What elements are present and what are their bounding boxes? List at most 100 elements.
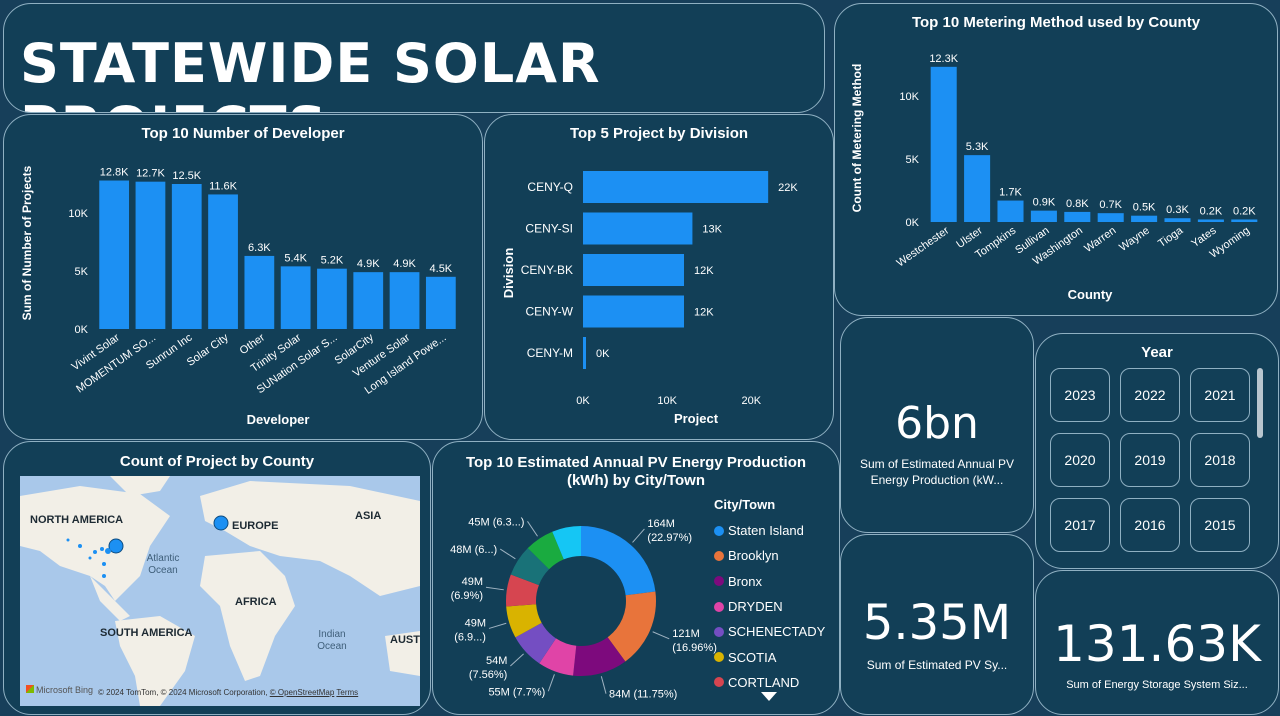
metering-chart-title: Top 10 Metering Method used by County — [911, 14, 1201, 31]
kpi-energy-label: Sum of Estimated Annual PV Energy Produc… — [859, 457, 1015, 487]
slice-data-label: 164M — [647, 518, 675, 530]
y-axis-title: Count of Metering Method — [850, 64, 864, 213]
kpi-pv-value: 5.35M — [862, 595, 1012, 651]
terms-link[interactable]: Terms — [336, 688, 359, 697]
bar — [244, 255, 275, 329]
x-tick-label: Tioga — [1156, 224, 1186, 250]
legend-item[interactable]: SCHENECTADY — [714, 619, 825, 644]
year-button-2020[interactable]: 2020 — [1050, 433, 1110, 487]
kpi-pv-card: 5.35M Sum of Estimated PV Sy... — [840, 534, 1034, 715]
slice-leader-line — [499, 548, 516, 560]
bar-data-label: 6.3K — [248, 242, 271, 254]
slice-data-label: (22.97%) — [647, 532, 692, 544]
y-tick-label: CENY-SI — [525, 222, 573, 236]
map-label-africa: AFRICA — [235, 596, 277, 608]
map-label-indian: Indian Ocean — [317, 629, 347, 652]
bar — [1164, 218, 1191, 222]
map-bubble — [105, 548, 111, 554]
year-button-2017[interactable]: 2017 — [1050, 498, 1110, 552]
legend-item[interactable]: Bronx — [714, 569, 825, 594]
year-button-2021[interactable]: 2021 — [1190, 368, 1250, 422]
bar — [1064, 211, 1091, 222]
y-tick-label: 10K — [899, 91, 919, 103]
map-label-asia: ASIA — [355, 510, 382, 522]
x-tick-label: 0K — [576, 395, 590, 407]
legend-label: SCOTIA — [728, 649, 777, 665]
bar — [1231, 219, 1258, 222]
south-america-land — [115, 616, 195, 706]
donut-slice — [539, 638, 577, 676]
world-map[interactable]: NORTH AMERICA EUROPE ASIA Atlantic Ocean… — [20, 476, 420, 706]
map-bubble — [102, 562, 106, 566]
map-copyright: © 2024 TomTom, © 2024 Microsoft Corporat… — [98, 688, 359, 697]
donut-slice — [515, 622, 556, 664]
title-card: STATEWIDE SOLAR PROJECTS — [3, 3, 825, 113]
donut-slice — [510, 548, 550, 586]
slice-data-label: (7.56%) — [469, 669, 508, 681]
legend-more-icon[interactable] — [761, 692, 777, 701]
x-tick-label: Warren — [1082, 225, 1118, 255]
map-bubble — [78, 544, 82, 548]
bar — [583, 212, 693, 245]
legend-dot-icon — [714, 652, 724, 663]
map-card-title: Count of Project by County — [119, 453, 315, 470]
legend-label: CORTLAND — [728, 674, 800, 690]
north-america-land — [20, 486, 170, 601]
donut-slice — [581, 526, 656, 596]
developer-chart-card[interactable]: Top 10 Number of Developer 0K 5K 10K 12.8K V… — [3, 114, 483, 440]
donut-chart-card[interactable]: Top 10 Estimated Annual PV Energy Produc… — [432, 441, 840, 715]
year-button-2018[interactable]: 2018 — [1190, 433, 1250, 487]
bar-data-label: 12.7K — [136, 168, 165, 180]
bing-icon — [26, 685, 34, 693]
year-slicer-card[interactable]: Year 2023 2022 2021 2020 2019 2018 2017 2016 201… — [1035, 333, 1279, 569]
bar — [964, 155, 991, 222]
x-tick-label: Wayne — [1117, 225, 1152, 254]
map-bubble — [66, 538, 70, 542]
bar-data-label: 12.5K — [172, 170, 201, 182]
division-bar-chart[interactable]: CENY-Q 22K CENY-SI 13K CENY-BK 12K CENY-W 12K CE… — [485, 115, 834, 440]
legend-item[interactable]: CORTLAND — [714, 670, 825, 695]
y-tick-label: CENY-W — [525, 305, 573, 319]
bar-data-label: 4.9K — [393, 258, 416, 270]
donut-chart[interactable]: 164M (22.97%) 121M (16.96%) 84M (11.75%) 55M … — [433, 442, 840, 715]
map-bubble — [100, 547, 104, 551]
page-title: STATEWIDE SOLAR PROJECTS — [20, 32, 601, 112]
division-chart-card[interactable]: Top 5 Project by Division CENY-Q 22K CENY-… — [484, 114, 834, 440]
osm-link[interactable]: © OpenStreetMap — [269, 688, 335, 697]
bar-data-label: 12K — [694, 265, 714, 277]
slice-data-label: 49M — [462, 576, 483, 588]
year-button-2019[interactable]: 2019 — [1120, 433, 1180, 487]
bar — [583, 171, 769, 203]
year-button-2015[interactable]: 2015 — [1190, 498, 1250, 552]
metering-bar-chart[interactable]: 0K5K10K12.3KWestchester5.3KUlster1.7KTom… — [835, 4, 1278, 316]
y-axis-title: Sum of Number of Projects — [20, 165, 34, 320]
slice-data-label: 121M — [672, 628, 700, 640]
map-label-south-america: SOUTH AMERICA — [100, 627, 193, 639]
bar-data-label: 12.8K — [100, 167, 129, 179]
slice-leader-line — [527, 521, 538, 537]
legend-item[interactable]: DRYDEN — [714, 594, 825, 619]
legend-label: Brooklyn — [728, 548, 779, 564]
metering-chart-card[interactable]: Top 10 Metering Method used by County 0K… — [834, 3, 1278, 316]
y-tick-label: 0K — [906, 217, 920, 229]
bar — [280, 266, 311, 329]
year-button-2022[interactable]: 2022 — [1120, 368, 1180, 422]
bar-data-label: 1.7K — [999, 187, 1022, 199]
map-label-aust: AUST — [390, 634, 420, 646]
year-button-2016[interactable]: 2016 — [1120, 498, 1180, 552]
slice-data-label: 45M (6.3...) — [468, 516, 524, 528]
bar — [353, 272, 384, 329]
africa-land — [200, 551, 295, 681]
slicer-scrollbar[interactable] — [1257, 368, 1263, 438]
slice-leader-line — [485, 586, 504, 591]
donut-slice — [573, 637, 626, 676]
map-card[interactable]: Count of Project by County NORTH AMERICA… — [3, 441, 431, 715]
kpi-energy-card: 6bn Sum of Estimated Annual PV Energy Pr… — [840, 317, 1034, 533]
legend-item[interactable]: Staten Island — [714, 518, 825, 543]
legend-item[interactable]: Brooklyn — [714, 543, 825, 568]
y-axis-title: Division — [501, 248, 516, 299]
year-button-2023[interactable]: 2023 — [1050, 368, 1110, 422]
bar-data-label: 0.8K — [1066, 198, 1089, 210]
legend-item[interactable]: SCOTIA — [714, 644, 825, 669]
